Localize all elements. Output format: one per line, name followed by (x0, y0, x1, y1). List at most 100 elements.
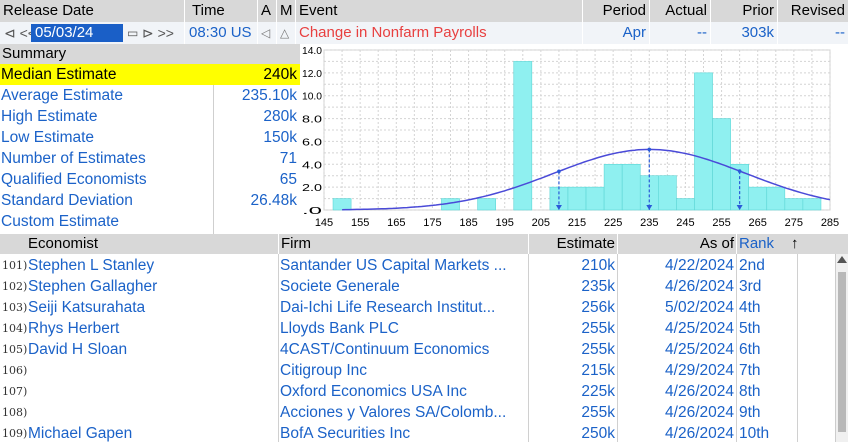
firm-name[interactable]: Oxford Economics USA Inc (280, 383, 467, 400)
event-value[interactable]: Change in Nonfarm Payrolls (296, 22, 582, 44)
table-row[interactable]: 107) Oxford Economics USA Inc 225k 4/26/202… (0, 381, 835, 402)
x-tick-label: 285 (821, 217, 839, 229)
release-date-input[interactable]: 05/03/24 (31, 24, 123, 42)
firm-name[interactable]: Societe Generale (280, 278, 400, 295)
next-date-button[interactable]: ⊳ >> (142, 25, 174, 41)
as-of-date: 5/02/2024 (665, 299, 734, 316)
event-header: Event (296, 0, 582, 22)
histogram-bar (766, 186, 786, 211)
firm-name[interactable]: Acciones y Valores SA/Colomb... (280, 404, 507, 421)
economist-name[interactable] (28, 360, 276, 381)
histogram-bar (513, 61, 533, 211)
as-of-column-header[interactable]: As of (618, 234, 736, 254)
histogram-bar (621, 163, 641, 211)
table-row[interactable]: 108) Acciones y Valores SA/Colomb... 255k 4… (0, 402, 835, 423)
summary-row-average[interactable]: Average Estimate 235.10k (0, 85, 300, 106)
calendar-icon[interactable]: ▭ (127, 26, 139, 40)
a-header: A (258, 0, 276, 22)
summary-label: High Estimate (1, 108, 98, 125)
x-tick-label: 215 (568, 217, 586, 229)
economist-name[interactable] (28, 402, 276, 423)
rank-value: 6th (739, 341, 761, 358)
table-row[interactable]: 109) Michael Gapen BofA Securities Inc 250k… (0, 423, 835, 442)
period-header: Period (583, 0, 649, 22)
summary-value: 280k (263, 108, 297, 125)
release-date-header: Release Date (0, 0, 184, 22)
economist-name[interactable]: Seiji Katsurahata (28, 299, 146, 316)
firm-name[interactable]: 4CAST/Continuum Economics (280, 341, 490, 358)
alert-bell-icon[interactable]: △ (277, 22, 295, 44)
economist-name[interactable]: David H Sloan (28, 341, 128, 358)
histogram-bar (477, 198, 496, 211)
table-row[interactable]: 104) Rhys Herbert Lloyds Bank PLC 255k 4/25/… (0, 318, 835, 339)
estimate-column-header[interactable]: Estimate (529, 234, 617, 254)
y-tick-label: .0 (302, 206, 323, 217)
summary-row-median[interactable]: Median Estimate 240k (0, 64, 300, 85)
economist-column-header[interactable]: Economist (0, 234, 278, 254)
row-index: 107) (2, 385, 28, 398)
estimate-value: 235k (581, 278, 615, 295)
sort-ascending-icon[interactable]: ↑ (791, 235, 799, 252)
summary-value: 235.10k (241, 87, 297, 104)
std-dev-marker-point (647, 147, 652, 152)
firm-name[interactable]: Santander US Capital Markets ... (280, 257, 507, 274)
summary-row-custom[interactable]: Custom Estimate (0, 211, 300, 232)
histogram-bar (585, 186, 605, 211)
histogram-bar (676, 198, 695, 211)
estimate-value: 210k (581, 257, 615, 274)
summary-row-high[interactable]: High Estimate 280k (0, 106, 300, 127)
firm-name[interactable]: Dai-Ichi Life Research Institut... (280, 299, 496, 316)
summary-value: 240k (263, 66, 297, 83)
economist-name[interactable]: Stephen L Stanley (28, 257, 155, 274)
actual-value: -- (650, 22, 710, 44)
summary-label: Number of Estimates (1, 150, 146, 167)
revised-header: Revised (778, 0, 848, 22)
summary-row-qualified[interactable]: Qualified Economists 65 (0, 169, 300, 190)
normal-distribution-curve (342, 148, 831, 211)
revised-value: -- (778, 22, 848, 44)
table-row[interactable]: 101) Stephen L Stanley Santander US Capita… (0, 255, 835, 276)
time-header: Time (185, 0, 257, 22)
summary-row-low[interactable]: Low Estimate 150k (0, 127, 300, 148)
x-tick-label: 195 (496, 217, 514, 229)
x-tick-label: 155 (351, 217, 369, 229)
summary-row-count[interactable]: Number of Estimates 71 (0, 148, 300, 169)
firm-name[interactable]: Lloyds Bank PLC (280, 320, 399, 337)
histogram-bar (802, 198, 822, 211)
economist-name[interactable]: Michael Gapen (28, 425, 133, 442)
table-row[interactable]: 105) David H Sloan 4CAST/Continuum Economi… (0, 339, 835, 360)
row-index: 104) (2, 322, 28, 335)
m-header: M (277, 0, 295, 22)
histogram-svg: .0 2.0 4.0 6.0 8.0 10.0 12.0 14.0 145 155 165 175 18… (302, 46, 839, 229)
x-tick-label: 245 (676, 217, 694, 229)
table-row[interactable]: 102) Stephen Gallagher Societe Generale 235… (0, 276, 835, 297)
summary-value: 71 (279, 150, 297, 167)
row-index: 109) (2, 427, 28, 440)
row-index: 108) (2, 406, 28, 419)
rank-value: 4th (739, 299, 761, 316)
x-tick-label: 235 (640, 217, 658, 229)
timezone-text: US (230, 24, 252, 41)
scrollbar-thumb[interactable] (838, 272, 846, 432)
economist-name[interactable]: Rhys Herbert (28, 320, 120, 337)
prev-date-button[interactable]: ⊲ << (4, 25, 36, 41)
histogram-bar (658, 175, 677, 211)
speaker-icon[interactable]: ◁ (258, 22, 276, 44)
economist-name[interactable] (28, 381, 276, 402)
x-tick-label: 255 (712, 217, 730, 229)
table-row[interactable]: 106) Citigroup Inc 215k 4/29/2024 7th (0, 360, 835, 381)
economist-name[interactable]: Stephen Gallagher (28, 278, 158, 295)
estimate-value: 250k (581, 425, 615, 442)
y-tick-label: 14.0 (302, 46, 322, 57)
scroll-up-arrow-icon[interactable] (837, 256, 847, 263)
table-scrollbar[interactable] (835, 254, 848, 442)
x-tick-label: 185 (459, 217, 477, 229)
firm-column-header[interactable]: Firm (279, 234, 528, 254)
rank-value: 2nd (739, 257, 765, 274)
summary-row-stddev[interactable]: Standard Deviation 26.48k (0, 190, 300, 211)
firm-name[interactable]: Citigroup Inc (280, 362, 368, 379)
rank-column-header[interactable]: Rank ↑ (737, 234, 848, 254)
table-row[interactable]: 103) Seiji Katsurahata Dai-Ichi Life Resea… (0, 297, 835, 318)
y-tick-label: 12.0 (302, 69, 322, 80)
firm-name[interactable]: BofA Securities Inc (280, 425, 411, 442)
